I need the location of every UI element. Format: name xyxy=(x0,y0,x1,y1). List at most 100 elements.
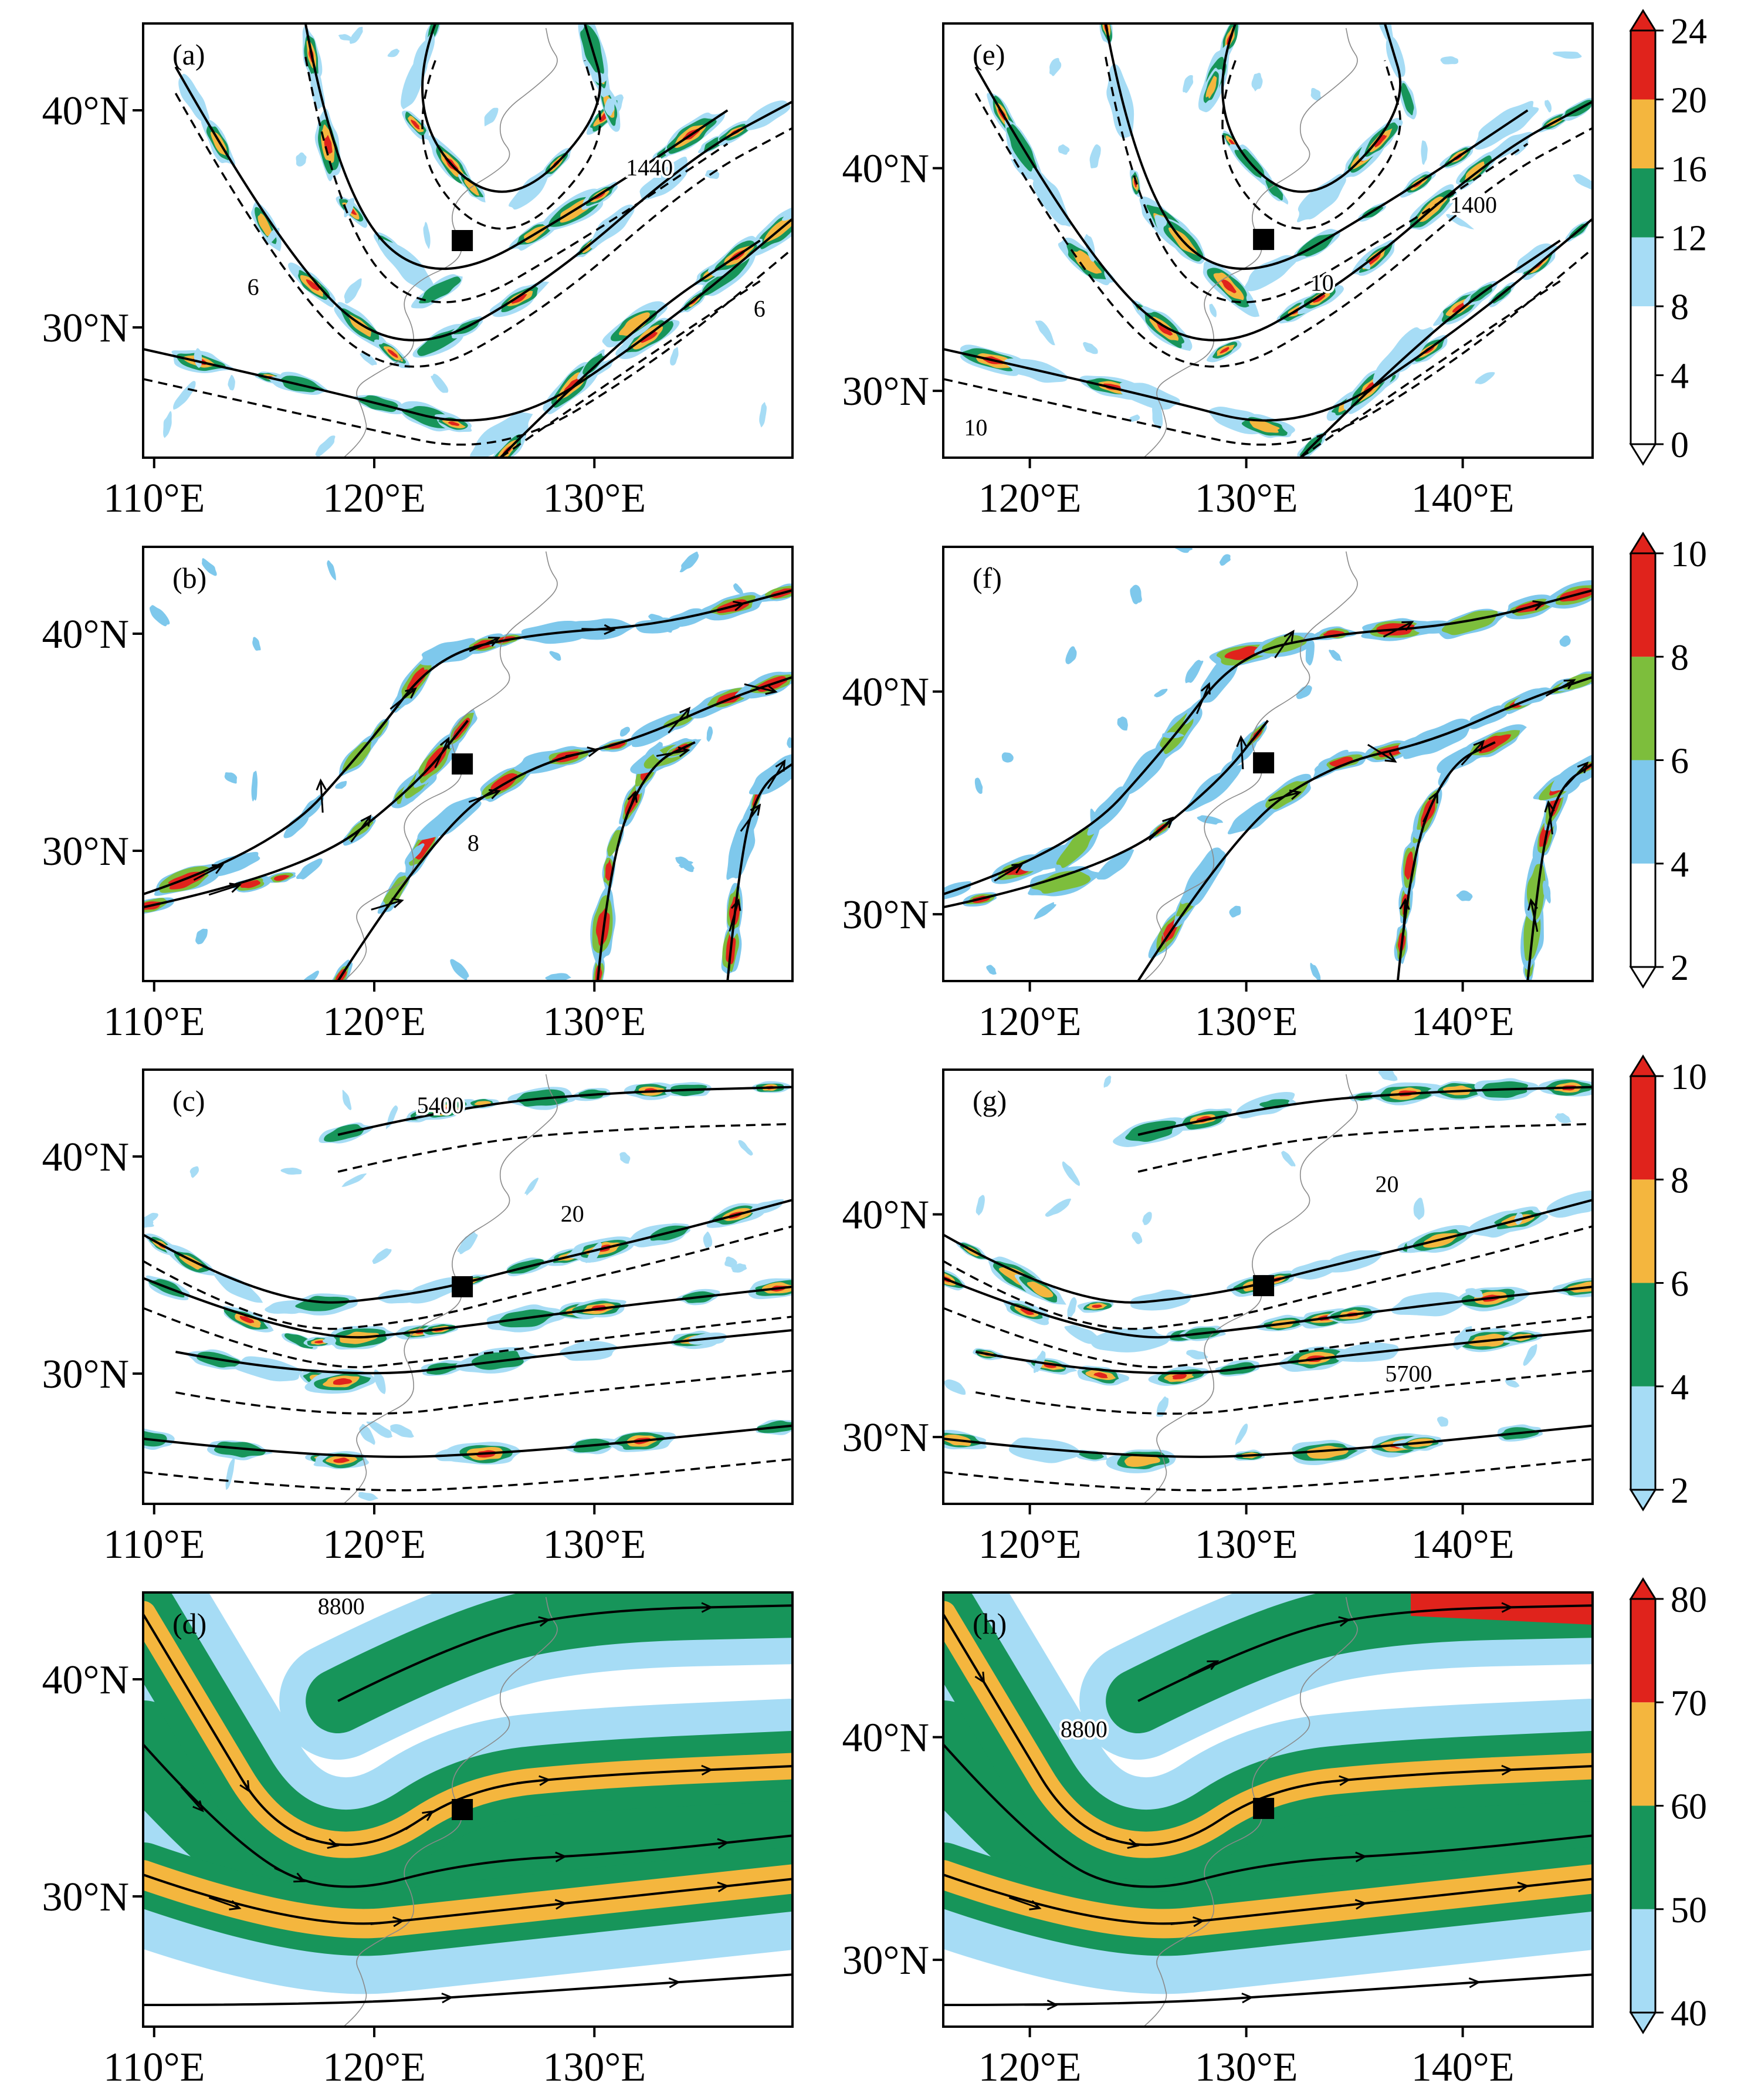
solid-contour xyxy=(943,1743,1593,1888)
shading-cell xyxy=(314,1340,325,1344)
shading-cell xyxy=(470,412,533,458)
x-tick-label: 110°E xyxy=(103,476,205,521)
wind-vector xyxy=(193,864,225,881)
shading-speck xyxy=(1185,660,1204,684)
shading-cell xyxy=(438,1106,453,1113)
shading-speck xyxy=(944,1379,966,1395)
shading-speck xyxy=(1152,401,1163,430)
wind-vector xyxy=(208,1896,242,1910)
shading-speck xyxy=(1296,685,1312,699)
shading-speck xyxy=(1305,640,1315,666)
shading-speck xyxy=(1103,1076,1112,1088)
panel-a: 1440 6 6 (a) 110°E 120°E 130°E 30°N 40°N xyxy=(42,22,794,521)
wind-vector xyxy=(679,1764,713,1776)
solid-contour xyxy=(1299,239,1561,458)
solid-contour xyxy=(1137,676,1593,981)
shading-speck xyxy=(195,928,208,945)
colorbar-tick-label: 8 xyxy=(1671,638,1689,678)
y-tick-label: 40°N xyxy=(842,147,929,192)
wind-vector xyxy=(1274,630,1295,658)
colorbar-segment xyxy=(1631,31,1655,100)
shading-speck xyxy=(706,726,713,742)
shading-speck xyxy=(189,1166,199,1178)
shading-speck xyxy=(1573,174,1593,190)
x-tick-label: 120°E xyxy=(978,476,1082,521)
shading-cell xyxy=(234,1356,303,1382)
y-tick-label: 30°N xyxy=(42,306,129,351)
panel-label: (d) xyxy=(172,1607,206,1640)
wind-vector xyxy=(231,1763,250,1793)
colorbar-tick-label: 12 xyxy=(1671,219,1707,259)
shading-cell xyxy=(1249,419,1280,433)
colorbar-tick-label: 40 xyxy=(1671,1994,1707,2034)
colorbar-segment xyxy=(1631,168,1655,238)
colorbar-tick-label: 4 xyxy=(1671,1368,1689,1408)
colorbar-segment xyxy=(1631,1909,1655,2013)
wind-vector xyxy=(1219,1992,1254,2004)
dashed-contour xyxy=(975,1369,1593,1415)
colorbar-segment xyxy=(1631,237,1655,306)
shading-speck xyxy=(360,352,377,366)
y-tick-label: 30°N xyxy=(842,892,929,938)
shading-speck xyxy=(1045,1198,1071,1217)
shading-cell xyxy=(448,421,460,426)
contour-label: 8 xyxy=(468,830,479,856)
shading-speck xyxy=(225,1458,235,1490)
shading-speck xyxy=(604,98,615,116)
shading-speck xyxy=(335,780,347,789)
solid-contour xyxy=(143,719,469,909)
shading-speck xyxy=(738,1140,753,1156)
wind-vector xyxy=(1106,1838,1140,1849)
shading-speck xyxy=(986,965,997,975)
shading-speck xyxy=(1156,1396,1169,1417)
shading-speck xyxy=(679,860,693,868)
contour-label: 1400 xyxy=(1450,192,1497,218)
x-tick-label: 120°E xyxy=(323,999,426,1044)
shading-speck xyxy=(1067,1297,1077,1317)
shading-cell xyxy=(1056,827,1095,868)
panel-frame xyxy=(942,22,1594,459)
shading-cell xyxy=(1096,848,1134,880)
x-tick-label: 120°E xyxy=(978,1522,1082,1567)
panel-h: 8800 (h) 120°E 130°E 140°E 30°N 40°N xyxy=(842,1591,1594,2090)
shading-speck xyxy=(1197,815,1224,825)
contour-label: 8800 xyxy=(1061,1716,1107,1743)
shading-speck xyxy=(344,278,362,304)
solid-contour xyxy=(943,1424,1593,1458)
shading-speck xyxy=(1154,688,1168,698)
wind-vector xyxy=(994,863,1024,882)
solid-contour xyxy=(143,589,792,895)
colorbar-tick-label: 2 xyxy=(1671,1471,1689,1511)
shading-cell xyxy=(1090,1328,1170,1352)
contour-label: 8800 xyxy=(318,1593,365,1619)
colorbar-segment xyxy=(1631,99,1655,168)
shading-speck xyxy=(1219,554,1231,566)
wind-vector xyxy=(656,746,690,758)
colorbar-max-extend xyxy=(1629,1054,1657,1077)
wind-vector xyxy=(1461,739,1485,766)
dashed-contour xyxy=(143,1458,792,1492)
shading-cell xyxy=(1373,327,1434,385)
solid-contour xyxy=(943,719,1269,909)
shading-speck xyxy=(1310,962,1321,981)
shading-speck xyxy=(1235,1423,1248,1446)
solid-contour xyxy=(499,239,761,458)
panel-c-field: 5400 20 xyxy=(143,1074,792,1504)
dashed-contour xyxy=(143,1225,792,1330)
shading-speck xyxy=(405,843,425,863)
shading-cell xyxy=(1205,76,1217,99)
wind-vector xyxy=(180,1786,204,1812)
shading-speck xyxy=(1310,87,1321,101)
shading-speck xyxy=(1437,1416,1449,1427)
shading-speck xyxy=(1035,320,1055,346)
y-tick-label: 40°N xyxy=(42,89,129,134)
shading-speck xyxy=(280,1168,302,1175)
wind-vector xyxy=(208,882,242,896)
shading-cell xyxy=(1172,1374,1187,1379)
wind-vector xyxy=(405,1810,435,1831)
shading-speck xyxy=(1505,1379,1520,1388)
shading-speck xyxy=(224,772,238,784)
shading-speck xyxy=(1132,1232,1143,1245)
shading-speck xyxy=(974,777,983,794)
